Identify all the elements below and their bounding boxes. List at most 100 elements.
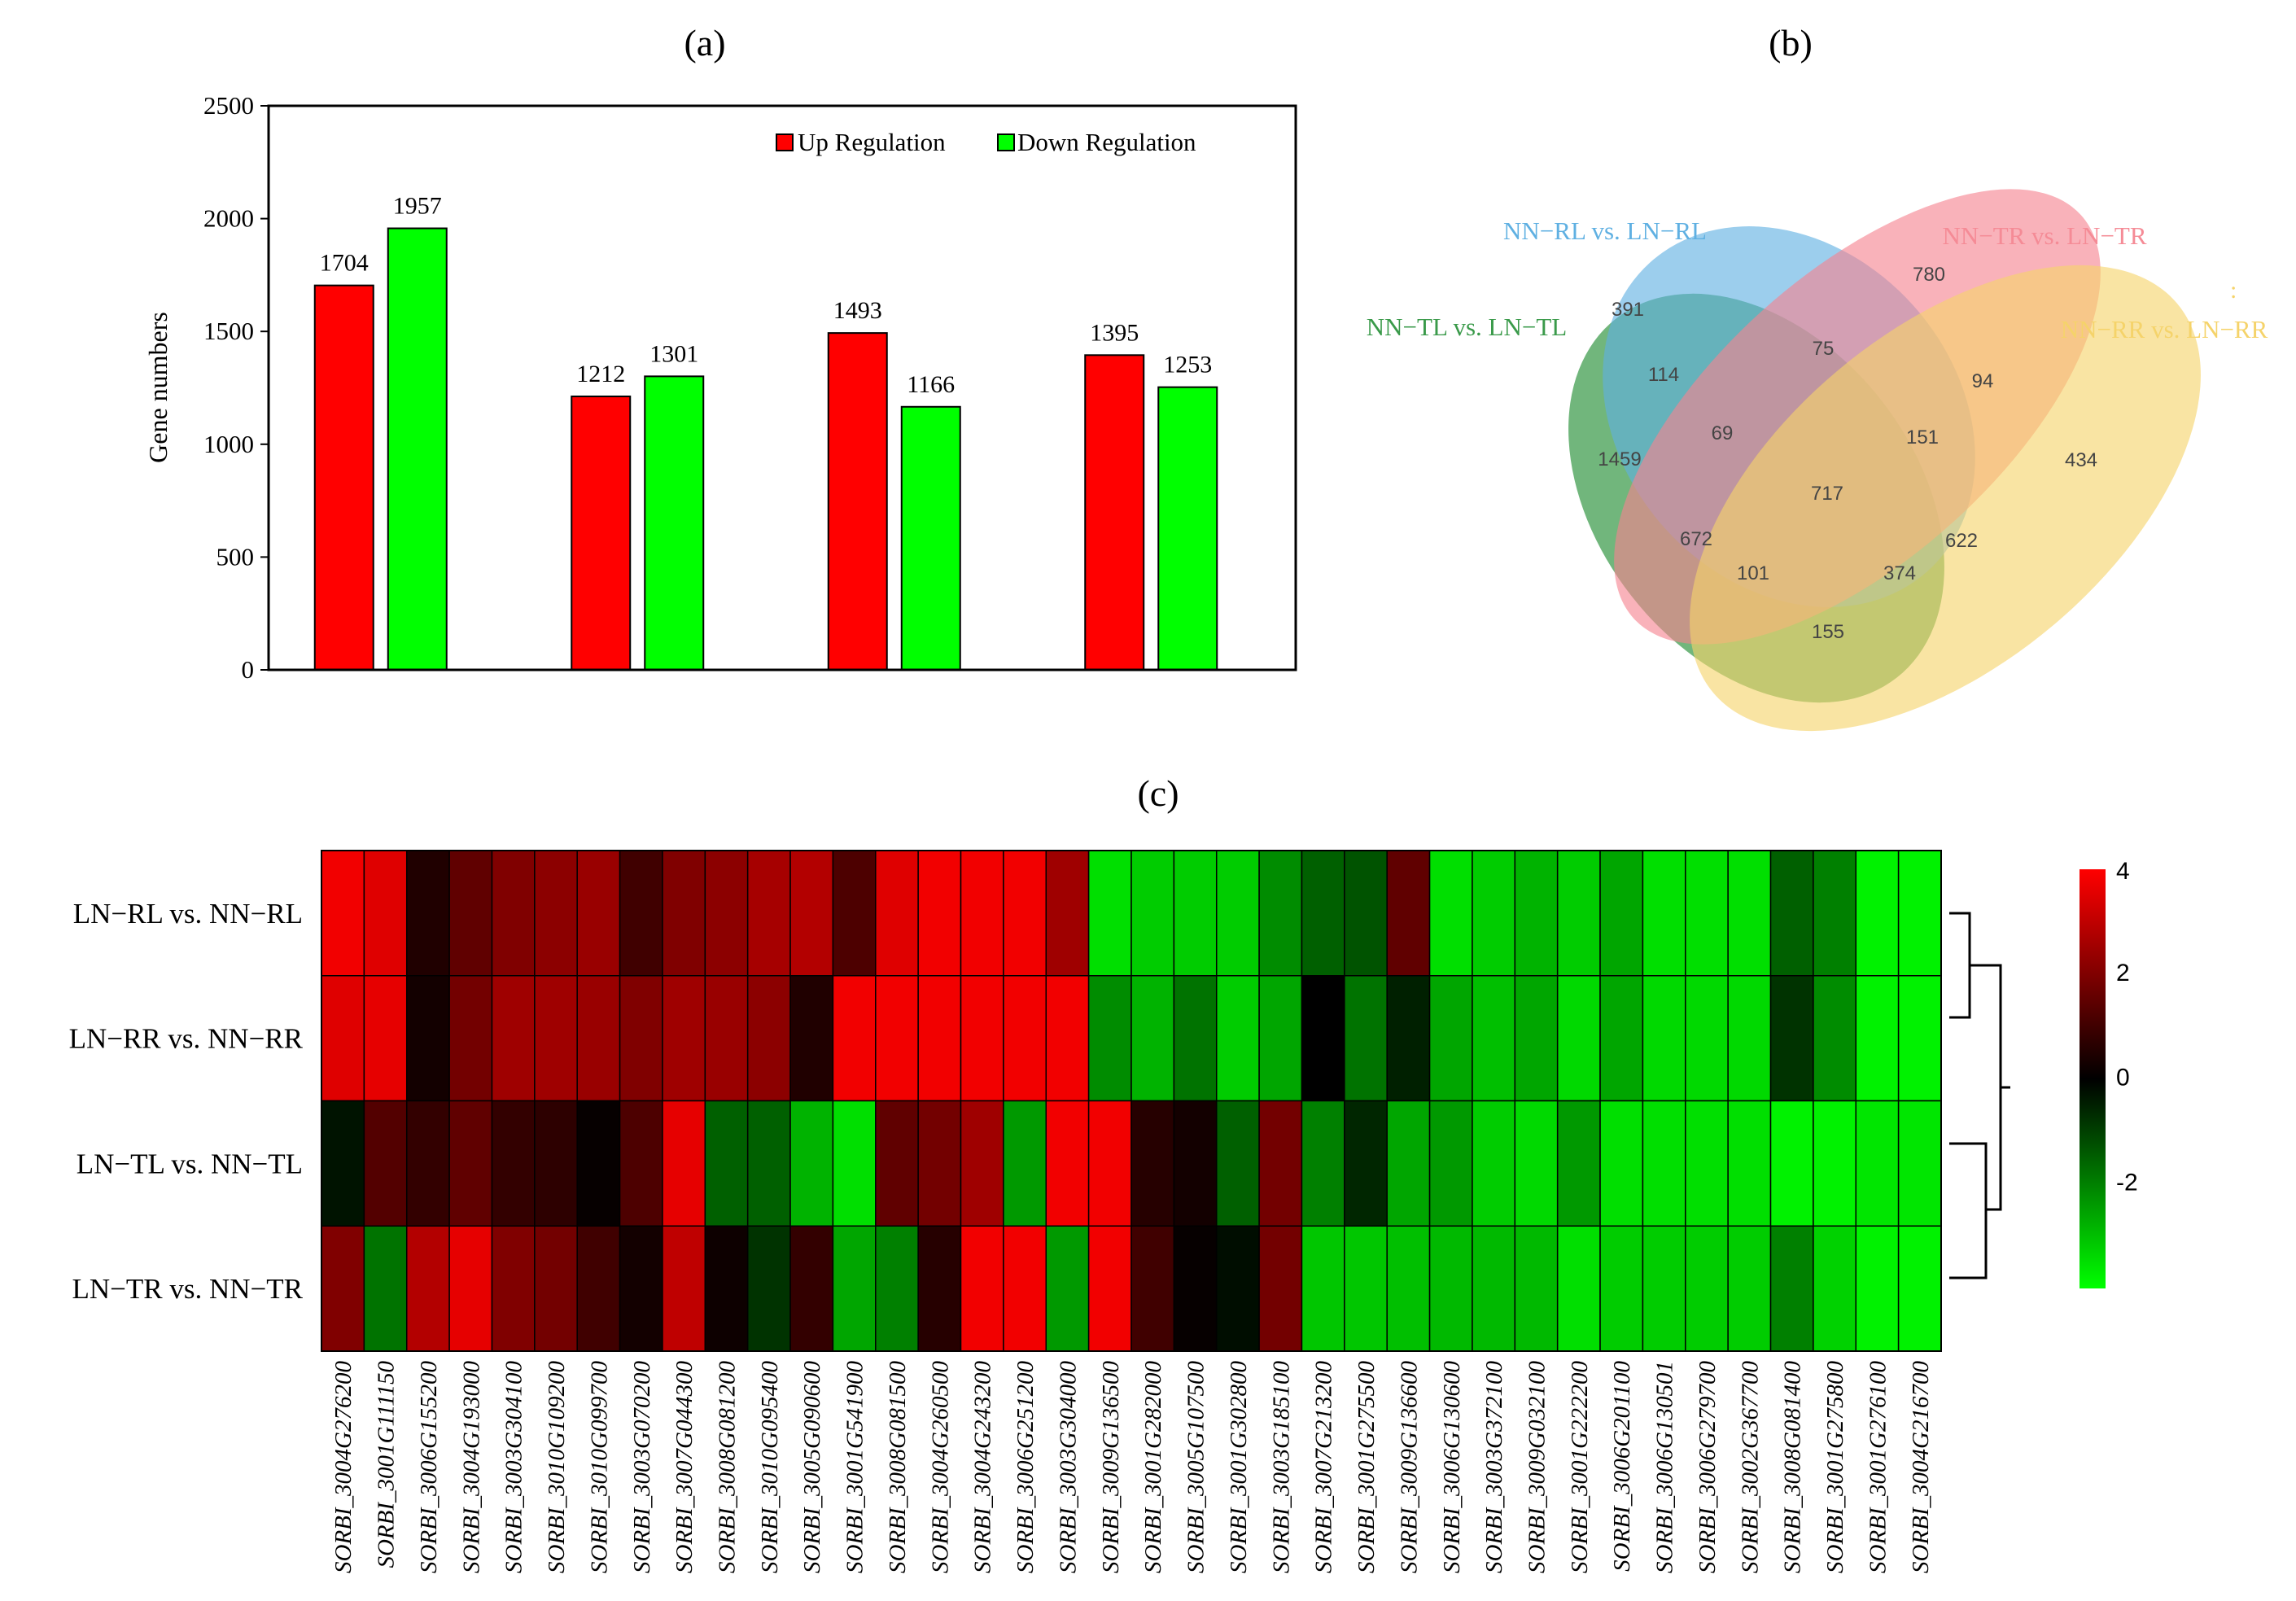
heatmap-column-label: SORBI_3006G279700	[1695, 1361, 1721, 1573]
heatmap-cell	[875, 1100, 919, 1227]
heatmap-column-label: SORBI_3001G222200	[1567, 1361, 1593, 1573]
heatmap-cell	[1258, 1100, 1303, 1227]
heatmap-column-label: SORBI_3001G541900	[842, 1361, 868, 1573]
heatmap-column-label: SORBI_3004G276200	[330, 1361, 356, 1573]
heatmap-cell	[363, 1100, 408, 1227]
heatmap-cell	[1769, 850, 1814, 977]
heatmap-column-label: SORBI_3006G155200	[416, 1361, 442, 1573]
heatmap-cell	[704, 975, 749, 1102]
heatmap-cell	[1813, 850, 1857, 977]
venn-count-rr-only: 434	[2065, 449, 2097, 471]
bar-bars	[313, 227, 1218, 671]
bar-up-2	[571, 396, 632, 671]
heatmap-column-label: SORBI_3007G213200	[1311, 1361, 1337, 1573]
heatmap-column-label: SORBI_3009G032100	[1524, 1361, 1550, 1573]
venn-set-label-rl: NN−RL vs. LN−RL	[1503, 217, 1707, 245]
heatmap-cell	[1769, 975, 1814, 1102]
heatmap-cell	[662, 1225, 706, 1352]
heatmap-row-label: LN−TR vs. NN−TR	[72, 1273, 303, 1305]
venn-count-rl-tr: 75	[1813, 338, 1835, 360]
heatmap-cell	[576, 850, 621, 977]
venn-count-all: 717	[1811, 483, 1843, 505]
heatmap-cell	[1599, 975, 1644, 1102]
venn-count-rl-only: 391	[1612, 299, 1644, 321]
heatmap-cell	[576, 975, 621, 1102]
heatmap-cell	[1344, 1100, 1388, 1227]
heatmap-cell	[321, 1100, 365, 1227]
bar-up-4	[1084, 354, 1145, 671]
heatmap-cell	[1769, 1100, 1814, 1227]
heatmap-cell	[1472, 975, 1516, 1102]
heatmap-column-label: SORBI_3005G090600	[799, 1361, 825, 1573]
panel-label-c: (c)	[1137, 772, 1179, 814]
bar-value-label: 1301	[649, 340, 698, 367]
heatmap-column-label: SORBI_3006G130501	[1652, 1361, 1678, 1573]
heatmap-cell	[662, 975, 706, 1102]
heatmap-column-label: SORBI_3010G095400	[757, 1361, 783, 1573]
bar-down-1	[387, 227, 448, 671]
heatmap-cell	[832, 1100, 877, 1227]
heatmap-cell	[1428, 1225, 1473, 1352]
heatmap-cell	[789, 1225, 834, 1352]
heatmap-column-label: SORBI_3010G099700	[586, 1361, 612, 1573]
venn-set-label-tl: NN−TL vs. LN−TL	[1367, 313, 1567, 341]
heatmap-cell	[1003, 1100, 1047, 1227]
bar-chart: 0 500 1000 1500 2000 2500 1704 1957 1212 1301 149…	[143, 91, 1297, 684]
heatmap-row-label: LN−TL vs. NN−TL	[77, 1148, 303, 1179]
bar-down-4	[1157, 386, 1218, 671]
heatmap-cell	[1556, 1225, 1601, 1352]
heatmap-cell	[1258, 850, 1303, 977]
heatmap-cell	[1897, 1100, 1942, 1227]
heatmap-cell	[1472, 1225, 1516, 1352]
heatmap-cell	[1045, 1100, 1090, 1227]
legend-label-up: Up Regulation	[798, 128, 946, 156]
heatmap-cell	[321, 1225, 365, 1352]
heatmap-column-label: SORBI_3001G282000	[1140, 1361, 1166, 1573]
heatmap-cell	[1428, 850, 1473, 977]
heatmap-cell	[1472, 850, 1516, 977]
heatmap-cell	[960, 1225, 1004, 1352]
heatmap-cell	[1855, 850, 1900, 977]
colorbar	[2080, 869, 2106, 1288]
heatmap-cell	[1215, 975, 1260, 1102]
heatmap-cell	[405, 850, 450, 977]
heatmap-cell	[491, 1225, 536, 1352]
bar-value-label: 1166	[907, 371, 955, 398]
heatmap-cell	[1685, 1100, 1729, 1227]
heatmap-cell	[448, 850, 493, 977]
heatmap-cell	[1813, 975, 1857, 1102]
heatmap-cell	[576, 1225, 621, 1352]
heatmap-row-labels: LN−RL vs. NN−RL LN−RR vs. NN−RR LN−TL vs. …	[69, 898, 304, 1305]
heatmap-column-label: SORBI_3001G302800	[1226, 1361, 1252, 1573]
heatmap-cell	[1215, 1100, 1260, 1227]
heatmap-cell	[1173, 1225, 1218, 1352]
heatmap-cell	[1855, 975, 1900, 1102]
heatmap-cell	[534, 975, 578, 1102]
heatmap-cell	[1428, 1100, 1473, 1227]
heatmap-cell	[960, 1100, 1004, 1227]
heatmap-cell	[1344, 1225, 1388, 1352]
venn-set-label-rr: NN−RR vs. LN−RR	[2061, 315, 2268, 343]
heatmap-cell	[1131, 1100, 1175, 1227]
venn-set-label-tr: NN−TR vs. LN−TR	[1942, 221, 2146, 250]
heatmap-dendrogram	[1949, 912, 2010, 1279]
heatmap-cell	[534, 1225, 578, 1352]
heatmap-cell	[1599, 1100, 1644, 1227]
venn-count-rl-tr-rr: 151	[1906, 426, 1939, 448]
heatmap-cell	[448, 975, 493, 1102]
heatmap-cell	[405, 1100, 450, 1227]
heatmap-cell	[491, 975, 536, 1102]
heatmap-cell	[1556, 850, 1601, 977]
heatmap-cell	[1386, 1100, 1431, 1227]
colorbar-tick-label: 0	[2116, 1065, 2130, 1091]
colorbar-ticks: 4 2 0 -2	[2116, 858, 2138, 1196]
heatmap-cell	[363, 975, 408, 1102]
heatmap-column-label: SORBI_3004G260500	[927, 1361, 953, 1573]
heatmap-cell	[1301, 850, 1345, 977]
heatmap-frame	[321, 850, 1942, 1352]
heatmap-cell	[1556, 1100, 1601, 1227]
heatmap-cell	[1727, 1100, 1772, 1227]
y-tick-label: 0	[242, 655, 255, 684]
panel-label-a: (a)	[684, 22, 725, 63]
venn-count-rl-rr: 622	[1945, 530, 1978, 552]
